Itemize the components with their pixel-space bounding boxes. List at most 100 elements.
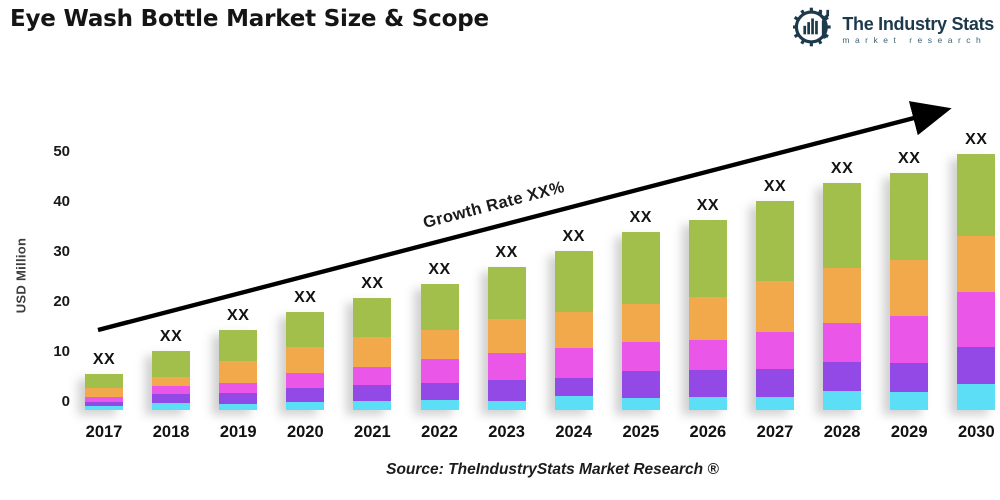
source-attribution: Source: TheIndustryStats Market Research… — [386, 461, 719, 478]
bar-value-label-2025: XX — [629, 208, 652, 226]
bar-2023 — [487, 266, 526, 410]
bar-2029 — [890, 173, 929, 410]
bar-2020-series-cyan — [286, 402, 325, 410]
x-axis-label-2026: 2026 — [689, 423, 727, 441]
x-axis-label-2025: 2025 — [622, 423, 660, 441]
bar-2019-series-cyan — [219, 404, 258, 410]
bar-2018-series-cyan — [152, 402, 191, 410]
bar-2024-series-green — [554, 251, 593, 312]
bar-value-label-2020: XX — [294, 289, 317, 306]
bar-2028-series-orange — [823, 267, 862, 323]
page-title: Eye Wash Bottle Market Size & Scope — [10, 6, 489, 32]
bar-value-label-2021: XX — [361, 274, 384, 292]
x-axis-label-2017: 2017 — [85, 423, 123, 441]
bar-2023-series-cyan — [487, 400, 526, 410]
bar-value-label-2023: XX — [495, 243, 518, 261]
bar-2021-series-orange — [353, 336, 392, 367]
bar-2021 — [353, 297, 392, 410]
bar-2017-series-orange — [85, 388, 123, 397]
bar-2022 — [420, 283, 459, 410]
bar-value-label-2029: XX — [898, 150, 921, 167]
bar-2022-series-purple — [420, 383, 459, 400]
bar-2030-series-green — [957, 154, 996, 236]
bar-value-label-2018: XX — [159, 328, 183, 345]
bar-2030-series-cyan — [957, 383, 996, 410]
bar-2028-series-green — [823, 183, 862, 268]
y-tick-50: 50 — [53, 143, 70, 160]
y-tick-0: 0 — [61, 393, 70, 410]
bar-2022-series-orange — [420, 329, 459, 359]
bar-2025-series-cyan — [621, 397, 660, 410]
bar-2018-series-orange — [152, 376, 191, 386]
bar-2024-series-orange — [554, 312, 593, 348]
bar-2029-series-magenta — [890, 316, 929, 363]
bar-2026-series-green — [688, 220, 727, 297]
x-axis-label-2023: 2023 — [488, 423, 525, 441]
bar-2028-series-cyan — [823, 390, 862, 410]
industry-stats-logo: The Industry Stats market research — [792, 5, 994, 54]
bar-value-label-2027: XX — [763, 178, 787, 195]
bar-2024-series-cyan — [554, 396, 593, 410]
y-tick-30: 30 — [53, 243, 70, 260]
bar-2020-series-orange — [286, 346, 325, 373]
bar-2027-series-cyan — [756, 396, 794, 410]
x-axis-label-2022: 2022 — [421, 423, 458, 441]
y-tick-20: 20 — [53, 293, 70, 310]
bar-2019-series-magenta — [219, 383, 258, 393]
bar-2020-series-purple — [286, 387, 325, 402]
bar-2028-series-purple — [823, 362, 862, 391]
bar-2019-series-orange — [219, 360, 258, 383]
bar-2025-series-green — [621, 231, 660, 304]
bar-2027-series-magenta — [756, 331, 794, 369]
bar-2023-series-purple — [487, 380, 526, 401]
x-axis-label-2028: 2028 — [823, 423, 861, 441]
bar-2026-series-cyan — [688, 396, 727, 410]
bar-2025 — [621, 231, 660, 410]
bar-2025-series-purple — [621, 371, 660, 398]
bar-value-label-2017: XX — [92, 350, 116, 368]
bar-2027-series-green — [756, 201, 794, 281]
bar-2019-series-green — [219, 329, 258, 361]
x-axis-label-2018: 2018 — [152, 423, 190, 441]
x-axis-label-2024: 2024 — [555, 423, 593, 441]
bar-2020 — [286, 312, 325, 410]
bar-2019-series-purple — [219, 393, 258, 404]
y-tick-40: 40 — [53, 193, 70, 210]
bar-2023-series-magenta — [487, 352, 526, 380]
bar-2028-series-magenta — [823, 323, 862, 362]
x-axis-label-2030: 2030 — [957, 423, 995, 441]
bar-value-label-2028: XX — [830, 160, 854, 177]
bar-2029-series-orange — [890, 259, 929, 316]
bar-2022-series-magenta — [420, 359, 459, 383]
bar-2021-series-cyan — [353, 401, 392, 410]
bar-2026-series-purple — [688, 370, 727, 397]
bar-2030-series-orange — [957, 235, 996, 292]
bar-value-label-2019: XX — [227, 306, 250, 324]
bar-2030-series-purple — [957, 347, 996, 384]
bar-2027 — [756, 201, 794, 410]
bar-2030 — [957, 154, 996, 410]
bar-value-label-2026: XX — [696, 197, 720, 214]
bar-2017-series-magenta — [85, 396, 123, 402]
bar-2026-series-orange — [688, 296, 727, 340]
y-tick-10: 10 — [53, 343, 70, 360]
bar-2023-series-green — [487, 266, 526, 319]
bar-2018-series-magenta — [152, 385, 191, 394]
bar-2020-series-green — [286, 312, 325, 347]
bar-2017-series-purple — [85, 401, 123, 406]
x-axis-label-2020: 2020 — [286, 423, 324, 441]
bar-2024 — [554, 251, 593, 410]
bar-2018 — [152, 351, 191, 410]
bar-value-label-2030: XX — [965, 131, 988, 148]
logo-subtitle: market research — [842, 34, 987, 45]
bar-2030-series-magenta — [957, 292, 996, 347]
bar-2025-series-magenta — [621, 341, 660, 371]
x-axis-label-2029: 2029 — [890, 423, 928, 441]
bar-2026 — [688, 220, 727, 410]
x-axis-label-2021: 2021 — [354, 423, 391, 441]
bar-2018-series-purple — [152, 394, 191, 403]
x-axis-label-2027: 2027 — [756, 423, 794, 441]
bar-value-label-2022: XX — [428, 260, 451, 278]
